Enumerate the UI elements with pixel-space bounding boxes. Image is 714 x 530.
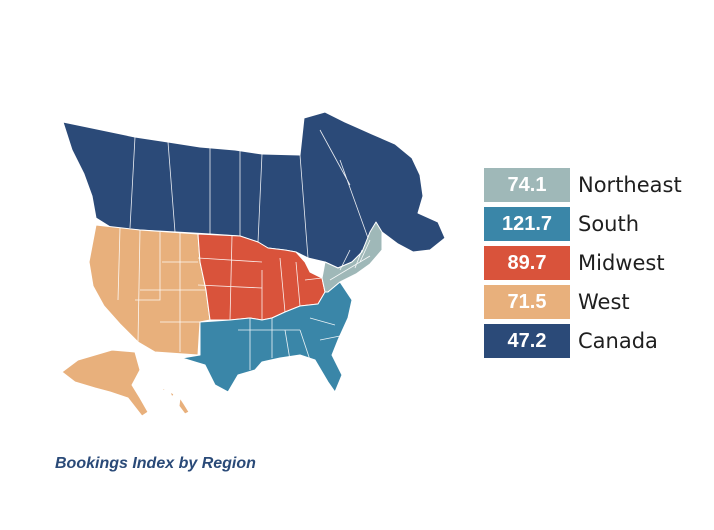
legend-label-south: South [578,212,640,236]
legend-value-canada: 47.2 [484,324,570,358]
legend-value-midwest: 89.7 [484,246,570,280]
region-alaska-shape [61,349,149,417]
region-hawaii-shape [161,387,190,415]
legend-label-west: West [578,290,630,314]
legend-value-south: 121.7 [484,207,570,241]
legend-row-northeast: 74.1 Northeast [484,168,682,202]
legend-label-northeast: Northeast [578,173,682,197]
map-caption: Bookings Index by Region [55,455,256,472]
legend-label-canada: Canada [578,329,658,353]
north-america-map [61,111,446,417]
legend-label-midwest: Midwest [578,251,665,275]
legend-value-northeast: 74.1 [484,168,570,202]
state-borders [117,129,371,370]
legend: 74.1 Northeast 121.7 South 89.7 Midwest … [484,168,682,363]
legend-value-west: 71.5 [484,285,570,319]
legend-row-midwest: 89.7 Midwest [484,246,682,280]
legend-row-west: 71.5 West [484,285,682,319]
legend-row-south: 121.7 South [484,207,682,241]
legend-row-canada: 47.2 Canada [484,324,682,358]
